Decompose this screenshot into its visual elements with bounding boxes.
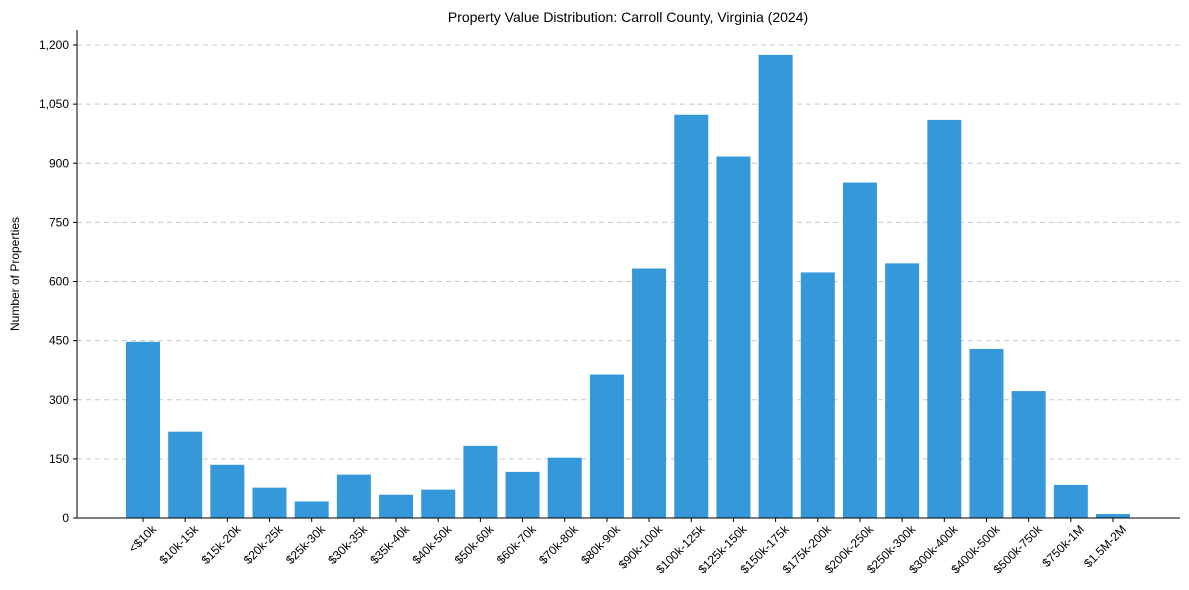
axes xyxy=(76,30,1180,519)
y-tick-label: 900 xyxy=(49,156,69,170)
bar-20 xyxy=(927,119,962,519)
x-tick-label: $750k-1M xyxy=(1039,522,1087,570)
x-tick-label: $35k-40k xyxy=(367,522,413,568)
bar-11 xyxy=(547,457,582,518)
y-tick-label: 300 xyxy=(49,393,69,407)
bar-22 xyxy=(1011,391,1046,518)
x-tick-label: $10k-15k xyxy=(156,522,202,568)
x-axis-ticks: <$10k$10k-15k$15k-20k$20k-25k$25k-30k$30… xyxy=(126,518,1129,576)
x-tick-label: <$10k xyxy=(126,522,160,556)
gridlines xyxy=(77,44,1180,460)
bar-12 xyxy=(589,374,624,518)
y-tick-label: 0 xyxy=(62,511,69,525)
y-tick-label: 150 xyxy=(49,452,69,466)
bar-24 xyxy=(1096,514,1130,518)
bar-16 xyxy=(758,54,793,519)
x-tick-label: $1.5M-2M xyxy=(1081,522,1129,570)
y-tick-label: 1,200 xyxy=(39,38,69,52)
x-tick-label: $30k-35k xyxy=(325,522,371,568)
bar-14 xyxy=(674,114,709,518)
bar-18 xyxy=(842,182,877,519)
bar-1 xyxy=(126,341,160,518)
bar-23 xyxy=(1053,484,1088,518)
x-tick-label: $20k-25k xyxy=(241,522,287,568)
x-tick-label: $50k-60k xyxy=(452,522,498,568)
x-tick-label: $40k-50k xyxy=(410,522,456,568)
bar-5 xyxy=(294,501,329,518)
bar-13 xyxy=(632,268,667,518)
x-tick-label: $15k-20k xyxy=(199,522,245,568)
bar-6 xyxy=(336,474,371,518)
x-tick-label: $25k-30k xyxy=(283,522,329,568)
bar-9 xyxy=(463,445,498,518)
bar-3 xyxy=(210,464,245,518)
y-axis-ticks: 0 150 300 450 600 750 900 1,050 1,200 xyxy=(39,38,77,525)
y-axis-label: Number of Properties xyxy=(8,217,22,331)
bars xyxy=(126,54,1130,519)
bar-15 xyxy=(716,156,751,518)
x-tick-label: $70k-80k xyxy=(536,522,582,568)
y-tick-label: 1,050 xyxy=(39,97,69,111)
y-tick-label: 750 xyxy=(49,215,69,229)
bar-21 xyxy=(969,348,1004,518)
bar-4 xyxy=(252,487,287,518)
bar-8 xyxy=(421,489,456,518)
bar-19 xyxy=(885,263,920,518)
y-tick-label: 600 xyxy=(49,275,69,289)
x-tick-label: $60k-70k xyxy=(494,522,540,568)
bar-10 xyxy=(505,471,540,518)
chart-title: Property Value Distribution: Carroll Cou… xyxy=(448,9,808,25)
bar-2 xyxy=(168,431,203,518)
y-tick-label: 450 xyxy=(49,334,69,348)
bar-17 xyxy=(800,272,835,518)
bar-7 xyxy=(379,494,414,518)
